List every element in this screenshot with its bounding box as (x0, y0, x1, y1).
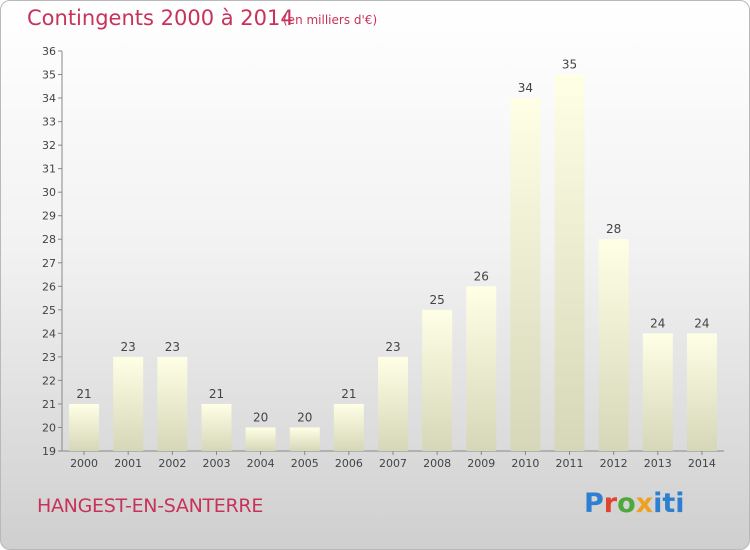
x-tick-label: 2006 (335, 457, 363, 470)
x-tick-label: 2000 (70, 457, 98, 470)
bar-value-label: 21 (209, 387, 224, 401)
y-tick-label: 19 (42, 445, 56, 458)
bar (289, 427, 320, 451)
bar (113, 356, 144, 451)
x-tick-label: 2004 (247, 457, 275, 470)
bar-value-label: 20 (253, 410, 268, 424)
bar (510, 98, 541, 451)
y-tick-label: 30 (42, 186, 56, 199)
x-tick-label: 2002 (158, 457, 186, 470)
x-tick-label: 2005 (291, 457, 319, 470)
y-tick-label: 22 (42, 374, 56, 387)
bar (378, 356, 408, 451)
y-tick-label: 36 (42, 45, 56, 58)
logo-letter-4: x (635, 488, 654, 519)
bar-value-label: 35 (562, 58, 577, 72)
y-tick-label: 32 (42, 139, 56, 152)
x-tick-label: 2007 (379, 457, 407, 470)
bar (69, 403, 100, 451)
y-tick-label: 29 (42, 210, 56, 223)
x-tick-label: 2010 (511, 457, 539, 470)
x-tick-label: 2013 (644, 457, 672, 470)
bar (422, 309, 453, 451)
chart-title: Contingents 2000 à 2014 (27, 6, 294, 30)
x-tick-label: 2009 (467, 457, 495, 470)
bar (466, 286, 497, 451)
y-tick-label: 33 (42, 116, 56, 129)
logo-letter-5: iti (653, 488, 685, 519)
bar-value-label: 34 (518, 81, 533, 95)
bar-value-label: 21 (76, 387, 91, 401)
bar-value-label: 21 (341, 387, 356, 401)
bar-value-label: 23 (385, 340, 400, 354)
y-tick-label: 34 (42, 92, 56, 105)
bar (554, 74, 585, 451)
y-tick-label: 24 (42, 327, 56, 340)
bar-value-label: 28 (606, 222, 621, 236)
bar-value-label: 26 (474, 269, 489, 283)
x-tick-label: 2014 (688, 457, 716, 470)
x-tick-label: 2001 (114, 457, 142, 470)
chart-unit: (en milliers d'€) (283, 13, 378, 27)
y-tick-label: 27 (42, 257, 56, 270)
y-tick-label: 21 (42, 398, 56, 411)
x-tick-label: 2003 (202, 457, 230, 470)
y-tick-label: 25 (42, 304, 56, 317)
bar-value-label: 25 (429, 293, 444, 307)
place-name: HANGEST-EN-SANTERRE (37, 495, 264, 517)
bar-value-label: 23 (165, 340, 180, 354)
bar-value-label: 20 (297, 410, 312, 424)
bar (642, 333, 673, 451)
x-tick-label: 2011 (556, 457, 584, 470)
bar-value-label: 23 (121, 340, 136, 354)
x-tick-label: 2012 (600, 457, 628, 470)
bar (598, 239, 629, 451)
y-tick-label: 35 (42, 69, 56, 82)
y-tick-label: 31 (42, 163, 56, 176)
logo-letter-1: P (584, 488, 604, 519)
y-tick-label: 26 (42, 280, 56, 293)
bar (245, 427, 276, 451)
logo-letter-2: r (603, 488, 618, 519)
y-tick-label: 23 (42, 351, 56, 364)
bar (686, 333, 717, 451)
bar (157, 356, 188, 451)
y-tick-label: 20 (42, 421, 56, 434)
bar (333, 403, 364, 451)
y-tick-label: 28 (42, 233, 56, 246)
bar (201, 403, 232, 451)
logo-letter-3: o (617, 488, 636, 519)
bar-value-label: 24 (650, 316, 665, 330)
bar-value-label: 24 (694, 316, 709, 330)
x-tick-label: 2008 (423, 457, 451, 470)
proxiti-logo: Proxiti (584, 488, 685, 519)
